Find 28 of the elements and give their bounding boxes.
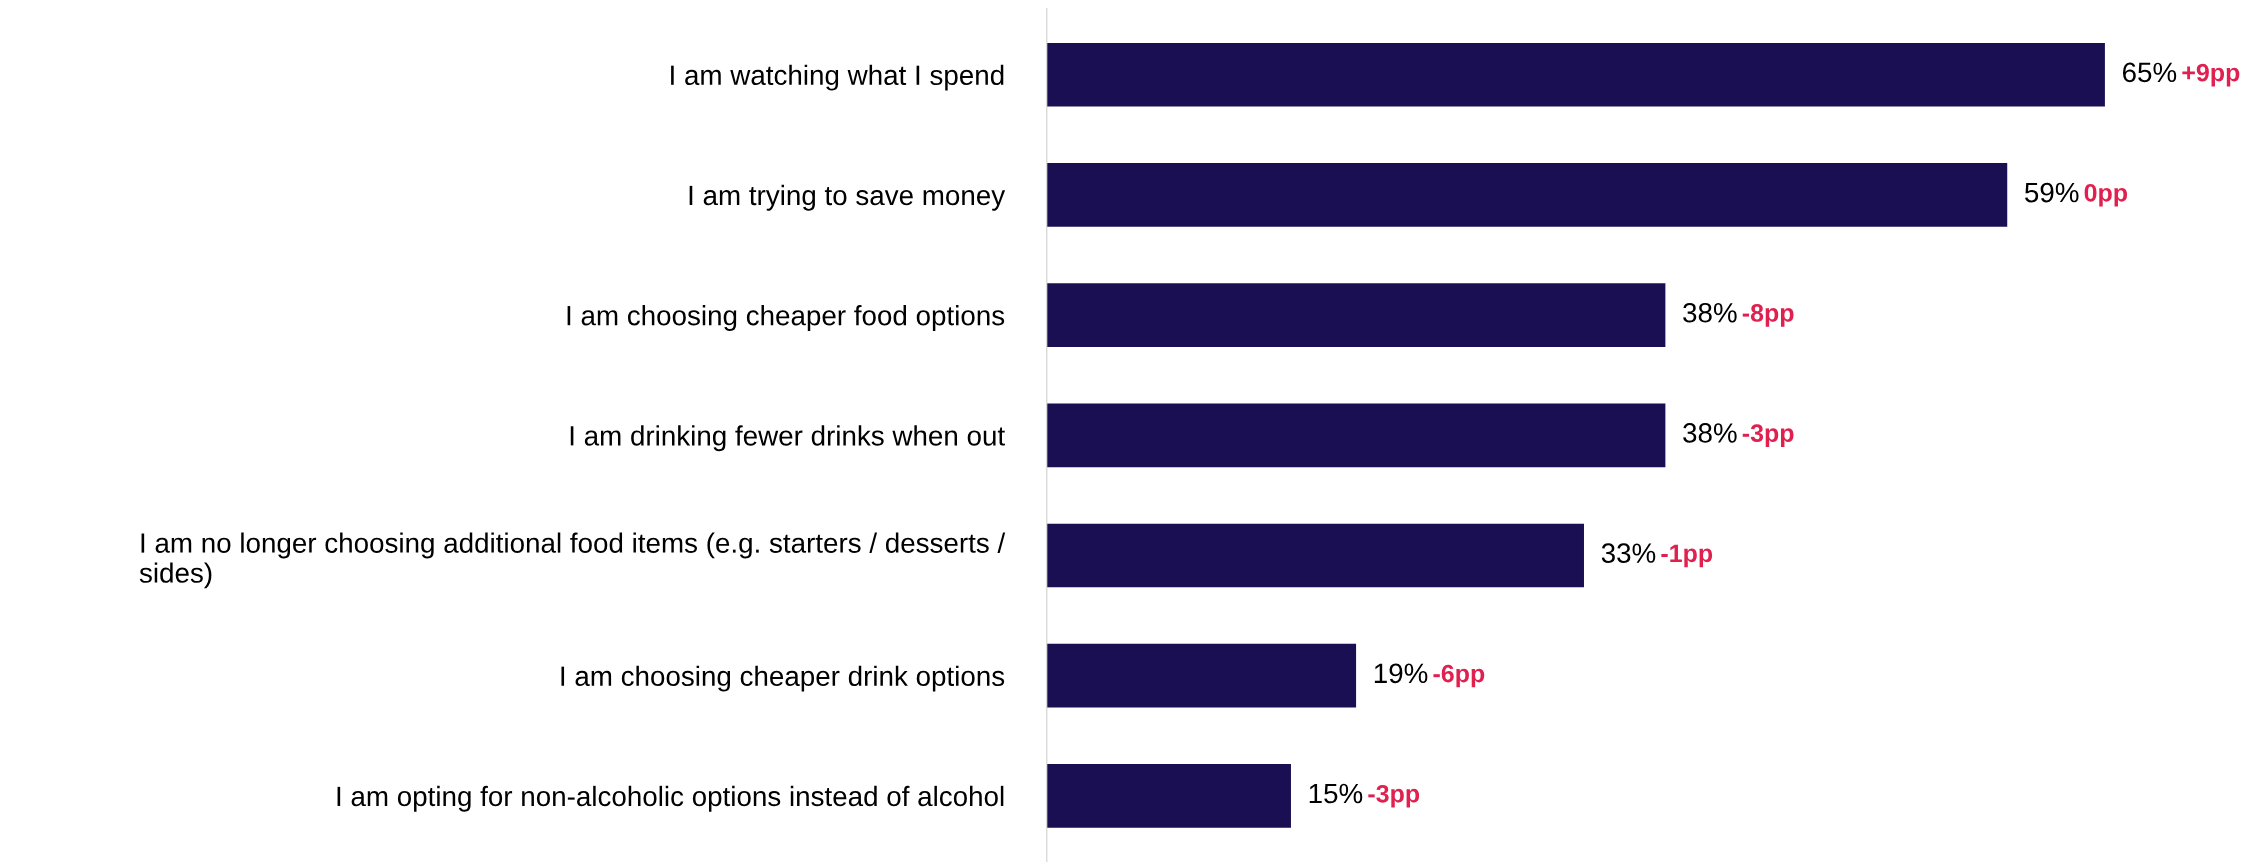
data-label: 38% — [1683, 423, 1737, 443]
annotation: 0pp — [2084, 183, 2128, 207]
y-tick-label: I am trying to save money — [689, 184, 1006, 211]
data-label: 65% — [2122, 62, 2177, 83]
data-label: 19% — [1374, 663, 1428, 684]
y-tick-label: I am watching what I spend — [671, 64, 1004, 91]
bar — [1046, 42, 2105, 107]
bar — [1046, 764, 1291, 828]
annotation: -3pp — [1742, 424, 1794, 447]
y-tick-label: I am drinking fewer drinks when out — [570, 425, 1005, 452]
bar — [1046, 283, 1666, 347]
y-tick-label: I am opting for non-alcoholic options instead of alcohol — [337, 785, 1004, 812]
annotation: -6pp — [1433, 664, 1485, 688]
annotation: -1pp — [1661, 544, 1713, 568]
y-tick-label: I am choosing cheaper drink options — [561, 665, 1005, 692]
data-label: 15% — [1309, 783, 1363, 804]
y-tick-label: I am choosing cheaper food options — [567, 305, 1005, 331]
bar — [1046, 163, 2008, 227]
data-label: 33% — [1601, 543, 1656, 563]
bar — [1046, 403, 1666, 468]
data-label: 59% — [2025, 182, 2079, 203]
annotation: -8pp — [1742, 304, 1794, 327]
bar — [1046, 643, 1357, 708]
text: +9pp — [2182, 63, 2240, 87]
data-label: 38% — [1683, 302, 1737, 323]
bar — [1046, 523, 1584, 588]
y-tick-label: I am no longer choosing additional food items (e.g. starters / desserts / sides) — [139, 532, 1006, 589]
annotation: -3pp — [1368, 784, 1420, 808]
